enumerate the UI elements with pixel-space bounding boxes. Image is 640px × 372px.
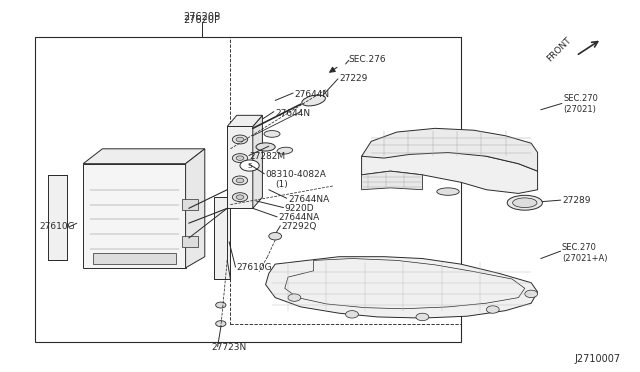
Text: 27620P: 27620P <box>183 16 220 25</box>
Text: 27644N: 27644N <box>275 109 310 118</box>
Circle shape <box>288 294 301 301</box>
Circle shape <box>236 178 244 183</box>
Bar <box>182 199 198 210</box>
Polygon shape <box>253 115 262 208</box>
Text: J2710007: J2710007 <box>575 354 621 364</box>
Polygon shape <box>227 115 262 126</box>
Polygon shape <box>266 257 538 318</box>
Text: (1): (1) <box>275 180 288 189</box>
Text: S: S <box>248 163 252 169</box>
Bar <box>35 37 461 342</box>
Polygon shape <box>362 171 422 190</box>
Text: 27644NA: 27644NA <box>288 195 329 203</box>
Circle shape <box>232 154 248 163</box>
Polygon shape <box>227 126 253 208</box>
Text: 27610G: 27610G <box>237 263 273 272</box>
Circle shape <box>416 313 429 321</box>
Circle shape <box>525 290 538 298</box>
Circle shape <box>236 156 244 160</box>
Bar <box>182 236 198 247</box>
Text: 27610G: 27610G <box>40 222 76 231</box>
Circle shape <box>216 321 226 327</box>
Circle shape <box>232 135 248 144</box>
Text: 27229: 27229 <box>339 74 367 83</box>
Polygon shape <box>362 128 538 171</box>
Polygon shape <box>186 149 205 268</box>
Circle shape <box>232 193 248 202</box>
Bar <box>230 37 461 324</box>
Text: SEC.276: SEC.276 <box>349 55 387 64</box>
Circle shape <box>269 232 282 240</box>
Polygon shape <box>214 197 230 279</box>
Circle shape <box>240 160 259 171</box>
Circle shape <box>216 302 226 308</box>
Text: 9220D: 9220D <box>285 204 314 213</box>
Text: SEC.270
(27021): SEC.270 (27021) <box>563 94 598 114</box>
Text: 27644NA: 27644NA <box>278 213 319 222</box>
Circle shape <box>346 311 358 318</box>
Circle shape <box>236 137 244 142</box>
Circle shape <box>486 306 499 313</box>
Text: 27723N: 27723N <box>211 343 246 352</box>
Text: 27644N: 27644N <box>294 90 330 99</box>
Ellipse shape <box>507 195 543 210</box>
Ellipse shape <box>302 95 325 106</box>
Ellipse shape <box>513 198 537 208</box>
Text: 27620P: 27620P <box>183 12 220 22</box>
Circle shape <box>232 176 248 185</box>
Polygon shape <box>48 175 67 260</box>
Text: 27282M: 27282M <box>250 152 285 161</box>
Ellipse shape <box>256 143 275 151</box>
Polygon shape <box>83 164 186 268</box>
Polygon shape <box>93 253 176 264</box>
Ellipse shape <box>437 188 460 195</box>
Text: FRONT: FRONT <box>545 35 573 64</box>
Circle shape <box>236 195 244 199</box>
Ellipse shape <box>264 131 280 137</box>
Text: SEC.270
(27021+A): SEC.270 (27021+A) <box>562 243 607 263</box>
Text: 27289: 27289 <box>562 196 591 205</box>
Polygon shape <box>83 149 205 164</box>
Text: 27292Q: 27292Q <box>282 222 317 231</box>
Ellipse shape <box>277 147 292 154</box>
Text: 08310-4082A: 08310-4082A <box>266 170 326 179</box>
Polygon shape <box>362 149 538 193</box>
